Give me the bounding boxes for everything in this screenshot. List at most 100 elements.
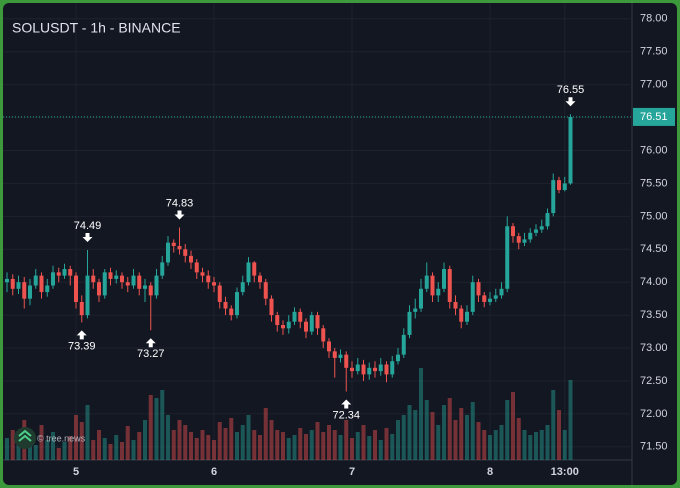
volume-bar: [45, 440, 50, 460]
candle-body: [91, 275, 96, 283]
low-label: 72.34: [332, 409, 360, 421]
candle-body: [470, 282, 475, 312]
volume-bar: [482, 430, 487, 460]
volume-bar: [246, 415, 251, 460]
x-tick-label: 13:00: [551, 466, 579, 478]
candle-body: [292, 311, 297, 322]
volume-bar: [557, 410, 561, 460]
candle-body: [482, 295, 487, 302]
volume-bar: [85, 405, 90, 460]
candle-body: [384, 364, 389, 375]
y-tick-label: 78.00: [640, 13, 668, 25]
low-label: 73.27: [137, 348, 165, 360]
volume-bar: [97, 430, 101, 460]
volume-bar: [298, 428, 303, 460]
volume-bar: [350, 438, 354, 460]
x-tick-label: 6: [211, 466, 217, 478]
volume-bar: [384, 428, 389, 460]
x-tick-label: 7: [349, 466, 355, 478]
candle-body: [97, 282, 101, 296]
volume-bar: [62, 442, 67, 460]
volume-bar: [91, 440, 96, 460]
volume-bar: [275, 430, 280, 460]
candle-body: [68, 269, 73, 276]
candle-body: [28, 285, 32, 299]
candle-body: [269, 298, 274, 316]
volume-bar: [436, 425, 441, 460]
volume-bar: [332, 430, 337, 460]
volume-bar: [539, 430, 544, 460]
candle-body: [74, 275, 78, 302]
candle-body: [263, 282, 268, 299]
candle-body: [528, 232, 533, 240]
volume-bar: [568, 380, 573, 460]
volume-bar: [407, 405, 412, 460]
volume-bar: [194, 438, 199, 460]
last-price-tag: [633, 107, 675, 126]
y-tick-label: 71.50: [640, 441, 668, 453]
candle-body: [568, 116, 573, 184]
last-price-label: 76.51: [640, 111, 668, 123]
high-label: 74.49: [74, 220, 102, 232]
volume-bar: [327, 425, 331, 460]
candle-body: [246, 262, 251, 283]
candle-body: [275, 315, 280, 326]
candle-body: [453, 301, 458, 309]
candle-body: [160, 262, 165, 276]
y-tick-label: 77.50: [640, 46, 668, 58]
x-tick-label: 5: [73, 466, 79, 478]
candle-body: [390, 361, 395, 375]
volume-bar: [79, 422, 84, 460]
candle-body: [562, 183, 567, 191]
marker-arrow: [174, 210, 185, 220]
candle-body: [33, 275, 38, 286]
volume-bar: [459, 408, 464, 460]
volume-bar: [108, 444, 113, 460]
volume-bar: [545, 425, 550, 460]
volume-bar: [171, 430, 176, 460]
chart-title: SOLUSDT - 1h - BINANCE: [12, 20, 181, 36]
volume-bar: [551, 390, 556, 460]
candle-body: [424, 275, 429, 289]
candle-body: [522, 239, 527, 243]
volume-bar: [344, 420, 349, 460]
y-tick-label: 72.00: [640, 408, 668, 420]
low-label: 73.39: [68, 340, 96, 352]
volume-bar: [465, 415, 469, 460]
volume-bar: [315, 422, 320, 460]
candle-body: [22, 282, 27, 299]
candle-body: [436, 288, 441, 296]
candle-body: [321, 328, 326, 342]
y-tick-label: 75.50: [640, 177, 668, 189]
candle-body: [298, 311, 303, 322]
volume-bar: [189, 432, 193, 460]
volume-bar: [511, 392, 515, 460]
volume-bar: [263, 408, 268, 460]
volume-bar: [378, 440, 383, 460]
volume-bar: [355, 432, 360, 460]
volume-bar: [516, 418, 521, 460]
candle-body: [194, 262, 199, 273]
candle-body: [315, 315, 320, 329]
candle-body: [143, 285, 147, 289]
volume-bar: [396, 420, 400, 460]
volume-bar: [562, 430, 567, 460]
candle-body: [206, 275, 211, 283]
candle-body: [332, 351, 337, 358]
candle-body: [413, 308, 418, 312]
candle-body: [476, 282, 481, 296]
volume-bar: [56, 448, 61, 460]
logo: [14, 427, 36, 449]
candle-body: [551, 180, 556, 214]
candle-body: [102, 272, 107, 296]
candle-body: [493, 295, 498, 299]
volume-bar: [148, 395, 153, 460]
candle-body: [419, 288, 423, 309]
volume-bar: [212, 440, 216, 460]
candle-body: [373, 367, 377, 372]
grid: [3, 3, 632, 460]
candle-body: [235, 292, 239, 316]
candle-body: [442, 269, 446, 289]
candle-body: [183, 249, 188, 256]
marker-arrow: [145, 338, 156, 348]
